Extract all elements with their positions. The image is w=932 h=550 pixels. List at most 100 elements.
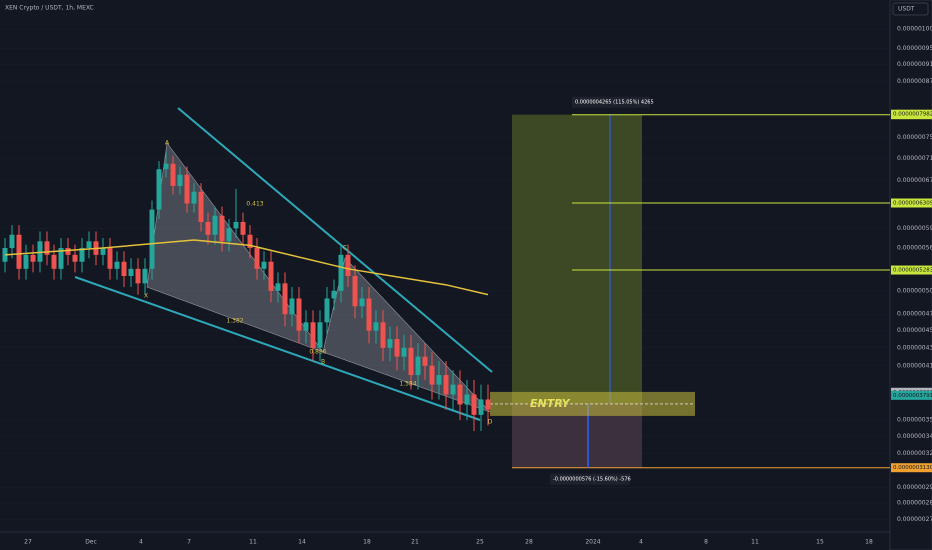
y-tick-label: 0.0000009500 bbox=[897, 45, 932, 52]
candle-body bbox=[324, 298, 330, 323]
symbol-title: XEN Crypto / USDT, 1h, MEXC bbox=[5, 5, 94, 12]
y-tick-label: 0.0000003400 bbox=[897, 433, 932, 440]
candle-body bbox=[275, 283, 281, 291]
y-tick-label: 0.0000004300 bbox=[897, 344, 932, 351]
candle-body bbox=[128, 268, 134, 277]
candle-body bbox=[233, 221, 239, 229]
x-tick-label: 18 bbox=[363, 539, 371, 546]
candle-body bbox=[338, 254, 344, 291]
candle-body bbox=[401, 347, 407, 357]
candle-body bbox=[163, 163, 169, 170]
candle-body bbox=[149, 209, 155, 269]
candle-body bbox=[310, 322, 316, 348]
x-tick-label: 25 bbox=[476, 539, 484, 546]
candle-body bbox=[478, 399, 484, 415]
candle-body bbox=[408, 347, 414, 376]
y-tick-label: 0.0000005600 bbox=[897, 245, 932, 252]
candle-body bbox=[72, 254, 78, 262]
candle-body bbox=[30, 254, 36, 262]
level-label: 0.0000005283 bbox=[893, 268, 932, 274]
candle-body bbox=[296, 298, 302, 331]
level-tag bbox=[891, 198, 932, 208]
candle-body bbox=[2, 248, 8, 262]
candle-body bbox=[23, 254, 29, 269]
y-tick-label: 0.0000003550 bbox=[897, 417, 932, 424]
x-tick-label: 7 bbox=[187, 539, 191, 546]
price-tag-label: 0.0000007982 bbox=[893, 112, 932, 118]
moving-average bbox=[4, 239, 489, 296]
pattern-label: 0.886 bbox=[309, 349, 326, 356]
candle-body bbox=[114, 261, 120, 269]
candle-body bbox=[345, 254, 351, 277]
target-label-bg bbox=[572, 96, 650, 108]
candle-body bbox=[198, 191, 204, 222]
y-tick-label: 0.0000002970 bbox=[897, 484, 932, 491]
y-tick-label: 0.0000002850 bbox=[897, 500, 932, 507]
candle-body bbox=[121, 261, 127, 277]
pattern-label: B bbox=[321, 359, 325, 366]
y-tick-label: 0.0000004700 bbox=[897, 311, 932, 318]
candle-body bbox=[100, 248, 106, 255]
target-label: 0.0000004265 (115.05%) 4265 bbox=[575, 100, 654, 106]
y-tick-label: 0.0000008700 bbox=[897, 78, 932, 85]
entry-label: ENTRY bbox=[530, 397, 571, 410]
candle-body bbox=[58, 248, 64, 269]
candle-body bbox=[317, 322, 323, 348]
candle-body bbox=[457, 384, 463, 405]
y-tick-label: 0.0000009100 bbox=[897, 61, 932, 68]
candle-body bbox=[156, 169, 162, 210]
pattern-label: A bbox=[165, 140, 170, 147]
x-tick-label: 11 bbox=[751, 539, 759, 546]
candle-body bbox=[79, 248, 85, 262]
candle-body bbox=[191, 191, 197, 204]
candle-body bbox=[142, 268, 148, 284]
candle-body bbox=[135, 268, 141, 284]
candle-body bbox=[219, 215, 225, 242]
candle-body bbox=[366, 298, 372, 331]
x-tick-label: 18 bbox=[865, 539, 873, 546]
x-tick-label: 21 bbox=[411, 539, 419, 546]
y-tick-label: 0.0000004500 bbox=[897, 327, 932, 334]
y-tick-label: 0.0000005000 bbox=[897, 287, 932, 294]
stop-label-bg bbox=[550, 473, 630, 485]
candle-body bbox=[247, 234, 253, 249]
candle-body bbox=[205, 221, 211, 235]
candle-body bbox=[485, 399, 491, 410]
x-tick-label: 2024 bbox=[585, 539, 600, 546]
candle-body bbox=[184, 174, 190, 204]
candle-body bbox=[268, 261, 274, 291]
pattern-label: 1.382 bbox=[226, 318, 243, 325]
candle-body bbox=[373, 322, 379, 331]
y-tick-label: 0.0000010000 bbox=[897, 26, 932, 33]
candle-body bbox=[44, 241, 50, 255]
candle-body bbox=[254, 248, 260, 269]
candle-body bbox=[394, 339, 400, 357]
candle-body bbox=[422, 356, 428, 366]
currency-box bbox=[892, 2, 929, 16]
candle-body bbox=[16, 234, 22, 269]
currency: USDT bbox=[898, 6, 915, 13]
x-tick-label: 4 bbox=[139, 539, 143, 546]
lower-channel bbox=[74, 276, 481, 421]
y-tick-label: 0.0000005900 bbox=[897, 225, 932, 232]
x-tick-label: 28 bbox=[525, 539, 533, 546]
candle-body bbox=[86, 241, 92, 249]
candle-body bbox=[380, 322, 386, 348]
candle-body bbox=[450, 384, 456, 395]
pattern-label: C bbox=[343, 245, 347, 252]
x-tick-label: 15 bbox=[816, 539, 824, 546]
candle-body bbox=[240, 221, 246, 235]
x-tick-label: 4 bbox=[639, 539, 643, 546]
candle-body bbox=[443, 375, 449, 395]
candle-body bbox=[177, 174, 183, 186]
candle-body bbox=[261, 261, 267, 269]
x-tick-label: Dec bbox=[85, 539, 97, 546]
candle-body bbox=[387, 339, 393, 348]
level-label: 0.0000006309 bbox=[893, 201, 932, 207]
pattern-label: D bbox=[488, 419, 493, 426]
y-tick-label: 0.0000007500 bbox=[897, 134, 932, 141]
profit-zone bbox=[512, 114, 642, 404]
candle-body bbox=[429, 365, 435, 385]
y-tick-label: 0.0000003250 bbox=[897, 450, 932, 457]
